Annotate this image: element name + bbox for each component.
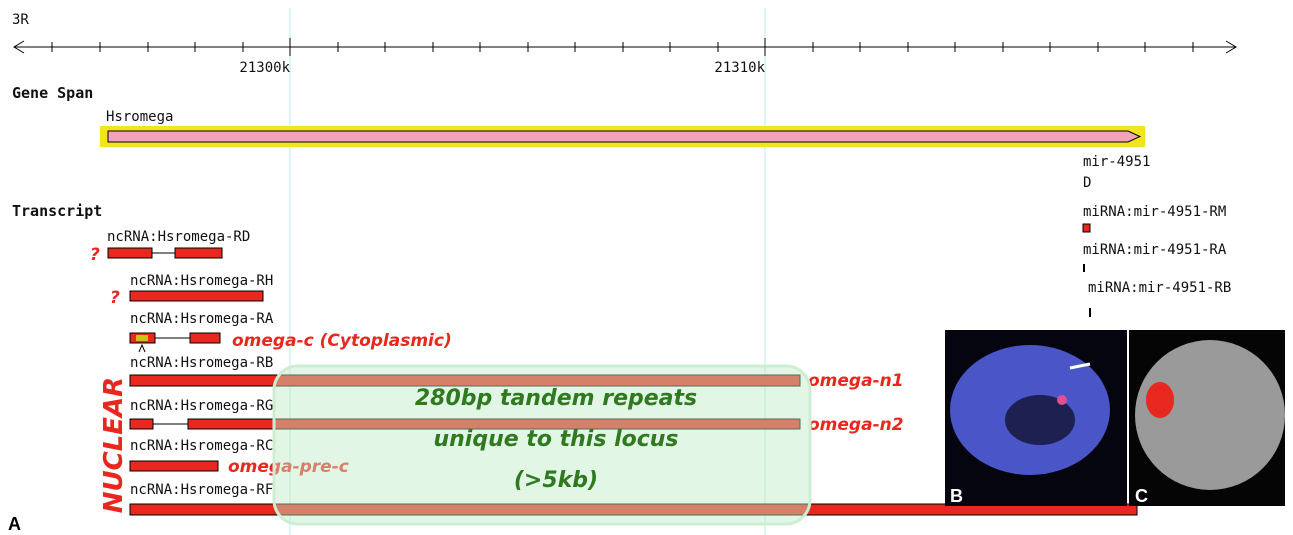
transcript-label: ncRNA:Hsromega-RB (130, 355, 273, 371)
exon (130, 419, 153, 429)
mirna-label: mir-4951 (1083, 154, 1150, 170)
transcript-label: ncRNA:Hsromega-RC (130, 438, 273, 454)
chromosome: 3R (12, 12, 29, 28)
signal (1057, 395, 1067, 405)
mirna-transcript-label: miRNA:mir-4951-RM (1083, 204, 1226, 220)
question-mark: ? (110, 288, 120, 308)
gene-arrow (108, 131, 1140, 142)
question-mark: ? (90, 245, 100, 265)
section-title: Gene Span (12, 84, 93, 102)
exon (190, 333, 220, 343)
transcript-label: ncRNA:Hsromega-RD (107, 229, 250, 245)
panel-label: A (8, 514, 21, 534)
mirna-bar (1083, 264, 1085, 272)
caret (139, 345, 145, 352)
mirna-transcript-label: miRNA:mir-4951-RB (1088, 280, 1231, 296)
exon-mark (136, 335, 148, 341)
mirna-glyph: D (1083, 175, 1091, 191)
repeat-note: 280bp tandem repeats (415, 386, 697, 411)
ruler-label: 21300k (239, 60, 290, 76)
isoform-note: omega-n2 (808, 415, 904, 435)
mirna-bar (1089, 308, 1091, 317)
mirna-transcript-label: miRNA:mir-4951-RA (1083, 242, 1227, 258)
transcript-label: ncRNA:Hsromega-RG (130, 398, 273, 414)
mirna-bar (1083, 224, 1090, 232)
ruler (14, 38, 1236, 56)
nuclear-label: NUCLEAR (99, 377, 129, 513)
signal (1146, 382, 1174, 418)
isoform-note: omega-n1 (808, 371, 904, 391)
isoform-note: omega-c (Cytoplasmic) (232, 331, 452, 351)
section-title: Transcript (12, 202, 102, 220)
exon (175, 248, 222, 258)
figure: 3R 21300k 21310k Gene Span Hsromega mir-… (0, 0, 1293, 535)
panel-label: C (1135, 486, 1148, 506)
ruler-label: 21310k (714, 60, 765, 76)
panel-label: B (950, 486, 963, 506)
transcript-label: ncRNA:Hsromega-RH (130, 273, 273, 289)
exon (130, 291, 263, 301)
repeat-note: (>5kb) (514, 468, 598, 493)
transcript-label: ncRNA:Hsromega-RF (130, 482, 273, 498)
exon (130, 461, 218, 471)
gene-label: Hsromega (106, 109, 173, 125)
exon (108, 248, 152, 258)
transcript-label: ncRNA:Hsromega-RA (130, 311, 274, 327)
repeat-note: unique to this locus (433, 427, 678, 452)
